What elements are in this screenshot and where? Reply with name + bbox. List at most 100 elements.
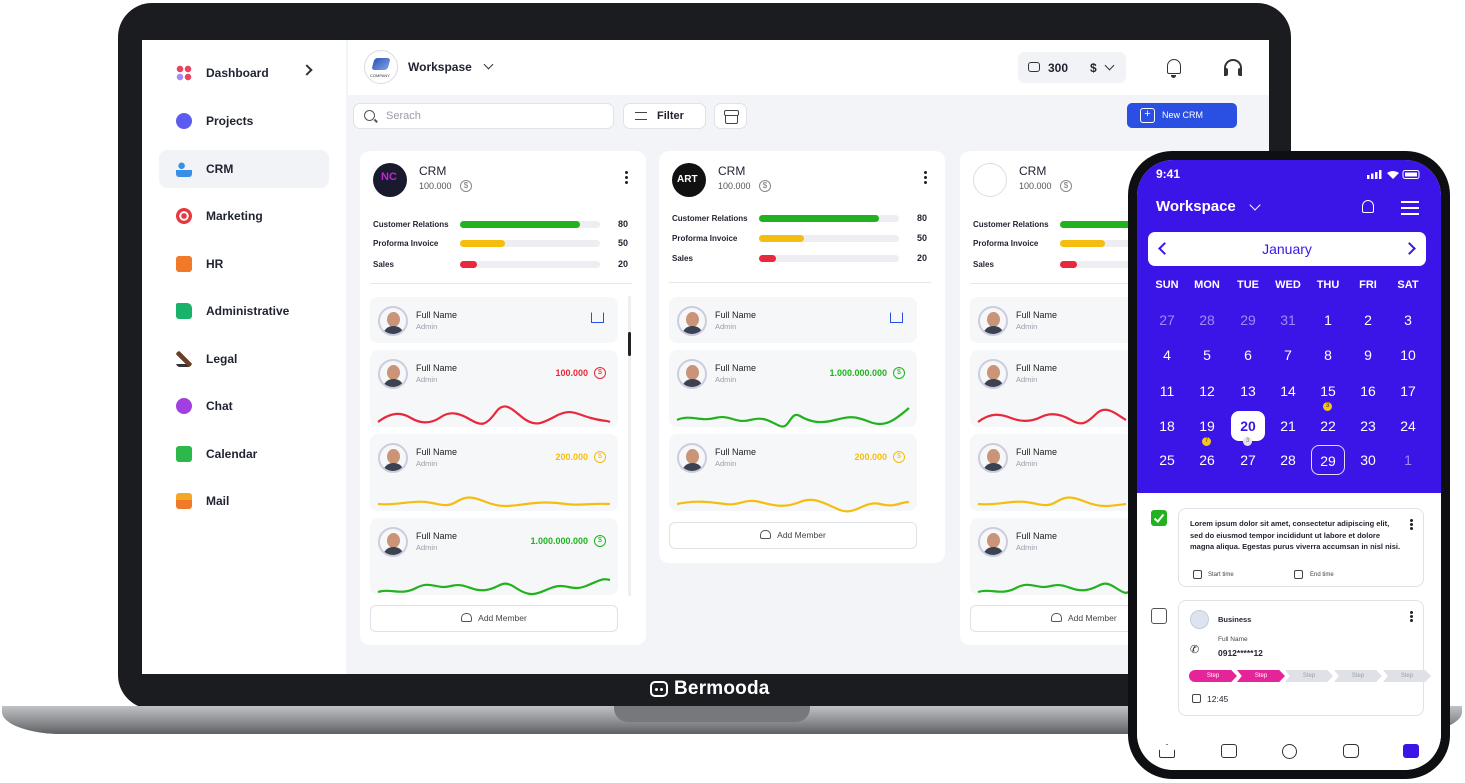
member-row[interactable]: Full Name Admin 100.000 $ bbox=[370, 350, 618, 427]
calendar-day[interactable]: 10 bbox=[1400, 347, 1416, 363]
calendar-day[interactable]: 15 bbox=[1320, 383, 1336, 399]
event-count-badge: 7 bbox=[1202, 437, 1211, 446]
calendar-day[interactable]: 1 bbox=[1324, 312, 1332, 328]
calendar-day[interactable]: 12 bbox=[1199, 383, 1215, 399]
add-member-button[interactable]: Add Member bbox=[370, 605, 618, 632]
chevron-down-icon[interactable] bbox=[1249, 199, 1261, 211]
chevron-right-icon[interactable] bbox=[1403, 242, 1416, 255]
bell-icon[interactable] bbox=[1167, 59, 1181, 78]
member-row[interactable]: Full Name Admin bbox=[370, 297, 618, 343]
more-menu-icon[interactable] bbox=[1410, 611, 1413, 614]
calendar-day[interactable]: 29 bbox=[1311, 445, 1345, 475]
calendar-day[interactable]: 19 bbox=[1199, 418, 1215, 434]
calendar-day[interactable]: 11 bbox=[1159, 383, 1175, 399]
more-menu-icon[interactable] bbox=[625, 171, 628, 174]
scrollbar-thumb[interactable] bbox=[628, 332, 631, 356]
calendar-day[interactable]: 30 bbox=[1360, 452, 1376, 468]
archive-button[interactable] bbox=[714, 103, 747, 129]
member-row[interactable]: Full Name Admin 1.000.000.000 $ bbox=[669, 350, 917, 428]
scrollbar[interactable] bbox=[628, 296, 631, 596]
search-input[interactable]: Serach bbox=[353, 103, 614, 129]
workspace-name[interactable]: Workspase bbox=[408, 60, 472, 74]
chat-icon[interactable] bbox=[1343, 744, 1359, 758]
calendar-day[interactable]: 8 bbox=[1324, 347, 1332, 363]
calendar-day[interactable]: 1 bbox=[1404, 452, 1412, 468]
sidebar-item-label: Chat bbox=[206, 399, 233, 413]
currency-select[interactable]: $ bbox=[1090, 60, 1097, 75]
calendar-day[interactable]: 4 bbox=[1163, 347, 1171, 363]
member-row[interactable]: Full Name Admin bbox=[669, 297, 917, 343]
calendar-day[interactable]: 29 bbox=[1240, 312, 1256, 328]
sidebar-item-mail[interactable]: Mail bbox=[159, 482, 329, 520]
member-name: Full Name bbox=[416, 310, 458, 320]
task-card[interactable]: Lorem ipsum dolor sit amet, consectetur … bbox=[1178, 508, 1424, 587]
chevron-left-icon[interactable] bbox=[1158, 242, 1171, 255]
calendar-day[interactable]: 18 bbox=[1159, 418, 1175, 434]
sidebar-item-crm[interactable]: CRM bbox=[159, 150, 329, 188]
member-row[interactable]: Full Name Admin 200.000 $ bbox=[669, 434, 917, 513]
sidebar-item-projects[interactable]: Projects bbox=[159, 102, 329, 140]
calendar-day[interactable]: 20 bbox=[1231, 411, 1265, 441]
member-value: 1.000.000.000 bbox=[829, 368, 887, 378]
home-icon[interactable] bbox=[1159, 744, 1175, 758]
timer-icon[interactable] bbox=[1282, 744, 1297, 759]
calendar-day[interactable]: 23 bbox=[1360, 418, 1376, 434]
chevron-down-icon[interactable] bbox=[483, 59, 494, 70]
phone-workspace-title[interactable]: Workspace bbox=[1156, 198, 1236, 215]
end-time-label[interactable]: End time bbox=[1310, 572, 1334, 578]
more-menu-icon[interactable] bbox=[924, 171, 927, 174]
new-crm-button[interactable]: New CRM bbox=[1127, 103, 1237, 128]
filter-button[interactable]: Filter bbox=[623, 103, 706, 129]
hamburger-menu-icon[interactable] bbox=[1401, 201, 1419, 203]
chevron-right-icon[interactable] bbox=[301, 64, 313, 76]
phone-calendar-header: 9:41 Workspace January SUN MON TUE WED THU FR… bbox=[1137, 160, 1441, 493]
member-row[interactable]: Full Name Admin 200.000 $ bbox=[370, 434, 618, 511]
wallet-balance[interactable]: 300 $ bbox=[1018, 52, 1126, 83]
calendar-nav-icon[interactable] bbox=[1403, 744, 1419, 758]
sidebar-item-chat[interactable]: Chat bbox=[159, 387, 329, 425]
add-member-button[interactable]: Add Member bbox=[669, 522, 917, 549]
step-item[interactable]: Step bbox=[1285, 670, 1333, 682]
calendar-day[interactable]: 16 bbox=[1360, 383, 1376, 399]
calendar-day[interactable]: 5 bbox=[1203, 347, 1211, 363]
step-item[interactable]: Step bbox=[1334, 670, 1382, 682]
calendar-day[interactable]: 28 bbox=[1280, 452, 1296, 468]
step-item[interactable]: Step bbox=[1189, 670, 1237, 682]
calendar-day[interactable]: 27 bbox=[1240, 452, 1256, 468]
sidebar-item-dashboard[interactable]: Dashboard bbox=[159, 54, 329, 92]
calendar-day[interactable]: 27 bbox=[1159, 312, 1175, 328]
calendar-day[interactable]: 25 bbox=[1159, 452, 1175, 468]
calendar-day[interactable]: 9 bbox=[1364, 347, 1372, 363]
member-row[interactable]: Full Name Admin 1.000.000.000 $ bbox=[370, 518, 618, 596]
mail-icon[interactable] bbox=[1221, 744, 1237, 758]
sidebar-item-legal[interactable]: Legal bbox=[159, 340, 329, 378]
calendar-day[interactable]: 22 bbox=[1320, 418, 1336, 434]
chevron-down-icon[interactable] bbox=[1104, 60, 1115, 71]
headset-icon[interactable] bbox=[1224, 59, 1242, 76]
task-card[interactable]: Business ✆ Full Name 0912*****12 12:45 bbox=[1178, 600, 1424, 716]
calendar-day[interactable]: 21 bbox=[1280, 418, 1296, 434]
sidebar-item-administrative[interactable]: Administrative bbox=[159, 292, 329, 330]
calendar-day[interactable]: 2 bbox=[1364, 312, 1372, 328]
calendar-day[interactable]: 14 bbox=[1280, 383, 1296, 399]
start-time-label[interactable]: Start time bbox=[1208, 572, 1234, 578]
sidebar-item-calendar[interactable]: Calendar bbox=[159, 435, 329, 473]
bell-icon[interactable] bbox=[1362, 200, 1374, 213]
calendar-day[interactable]: 7 bbox=[1284, 347, 1292, 363]
sidebar-item-hr[interactable]: HR bbox=[159, 245, 329, 283]
more-menu-icon[interactable] bbox=[1410, 519, 1413, 522]
task-checkbox[interactable] bbox=[1151, 608, 1167, 624]
calendar-day[interactable]: 13 bbox=[1240, 383, 1256, 399]
step-item[interactable]: Step bbox=[1237, 670, 1285, 682]
task-checkbox-checked[interactable] bbox=[1151, 510, 1167, 526]
sidebar: Dashboard Projects CRM Marketing HR Admi… bbox=[142, 40, 346, 674]
calendar-day[interactable]: 26 bbox=[1199, 452, 1215, 468]
calendar-day[interactable]: 28 bbox=[1199, 312, 1215, 328]
sidebar-item-marketing[interactable]: Marketing bbox=[159, 197, 329, 235]
step-item[interactable]: Step bbox=[1383, 670, 1431, 682]
calendar-day[interactable]: 3 bbox=[1404, 312, 1412, 328]
calendar-day[interactable]: 6 bbox=[1244, 347, 1252, 363]
calendar-day[interactable]: 24 bbox=[1400, 418, 1416, 434]
calendar-day[interactable]: 31 bbox=[1280, 312, 1296, 328]
calendar-day[interactable]: 17 bbox=[1400, 383, 1416, 399]
